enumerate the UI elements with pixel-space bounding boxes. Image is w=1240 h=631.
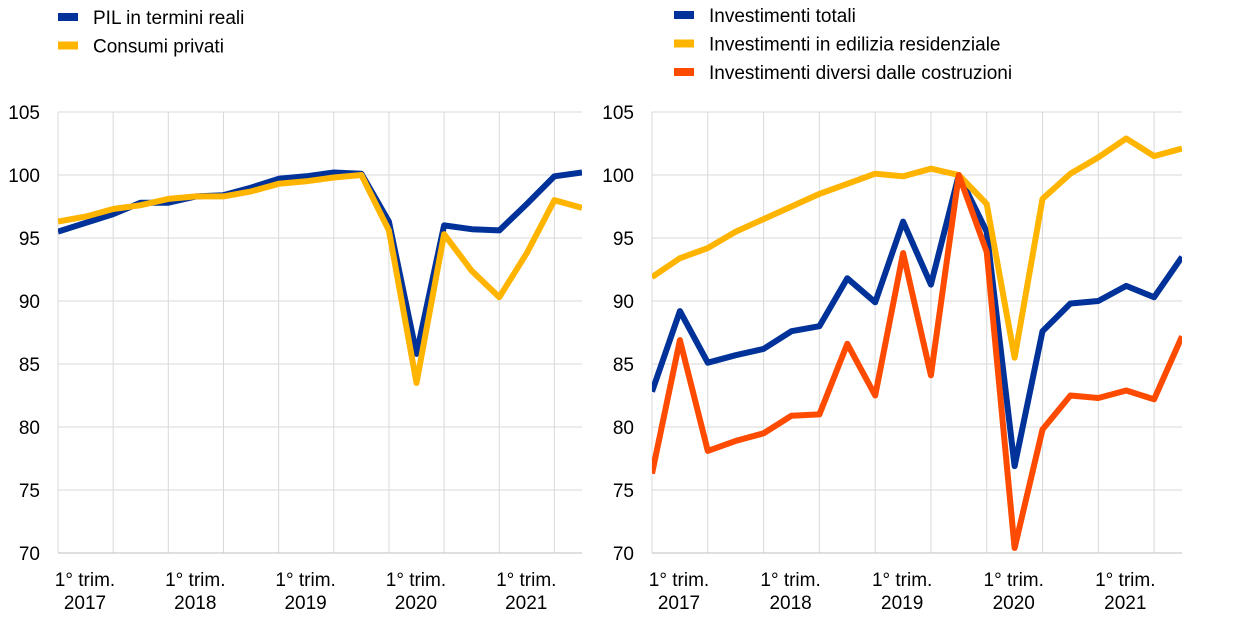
legend-swatch	[58, 41, 78, 50]
legend-swatch	[674, 39, 694, 48]
x-tick-label: 1° trim.	[496, 570, 556, 591]
x-tick-label-year: 2021	[1104, 593, 1146, 614]
series-line-3	[652, 172, 1182, 551]
x-tick-label: 1° trim.	[55, 570, 115, 591]
x-tick-label-year: 2017	[64, 593, 106, 614]
legend-label: Investimenti in edilizia residenziale	[709, 35, 1000, 56]
x-tick-label-year: 2018	[174, 593, 216, 614]
x-tick-label-year: 2020	[993, 593, 1035, 614]
y-tick-label: 95	[613, 229, 634, 250]
legend-swatch	[674, 68, 694, 76]
y-tick-label: 70	[19, 544, 40, 565]
x-tick-label: 1° trim.	[760, 570, 820, 591]
x-tick-label: 1° trim.	[984, 570, 1044, 591]
series-line-1	[58, 169, 582, 357]
x-tick-label: 1° trim.	[275, 570, 335, 591]
y-tick-label: 90	[19, 292, 40, 313]
legend-label: Investimenti diversi dalle costruzioni	[709, 63, 1012, 84]
y-tick-label: 85	[19, 355, 40, 376]
y-tick-label: 75	[19, 481, 40, 502]
x-tick-label: 1° trim.	[872, 570, 932, 591]
y-tick-label: 95	[19, 229, 40, 250]
x-tick-label: 1° trim.	[649, 570, 709, 591]
x-tick-label: 1° trim.	[386, 570, 446, 591]
y-tick-label: 100	[602, 166, 634, 187]
x-tick-label: 1° trim.	[1095, 570, 1155, 591]
y-tick-label: 85	[613, 355, 634, 376]
x-tick-label-year: 2017	[658, 593, 700, 614]
legend-swatch	[58, 13, 78, 21]
y-tick-label: 105	[8, 103, 40, 124]
series-line-2	[58, 172, 582, 386]
y-tick-label: 80	[613, 418, 634, 439]
legend-label: Investimenti totali	[709, 6, 856, 27]
series-line-1	[652, 172, 1182, 470]
x-tick-label-year: 2021	[505, 593, 547, 614]
y-tick-label: 90	[613, 292, 634, 313]
y-tick-label: 75	[613, 481, 634, 502]
y-tick-label: 70	[613, 544, 634, 565]
x-tick-label: 1° trim.	[165, 570, 225, 591]
y-tick-label: 100	[8, 166, 40, 187]
x-tick-label-year: 2019	[881, 593, 923, 614]
y-tick-label: 80	[19, 418, 40, 439]
x-tick-label-year: 2018	[769, 593, 811, 614]
x-tick-label-year: 2019	[284, 593, 326, 614]
legend-swatch	[674, 11, 694, 19]
y-tick-label: 105	[602, 103, 634, 124]
x-tick-label-year: 2020	[395, 593, 437, 614]
legend-label: Consumi privati	[93, 37, 224, 58]
legend-label: PIL in termini reali	[93, 8, 244, 29]
series-line-2	[652, 135, 1182, 361]
